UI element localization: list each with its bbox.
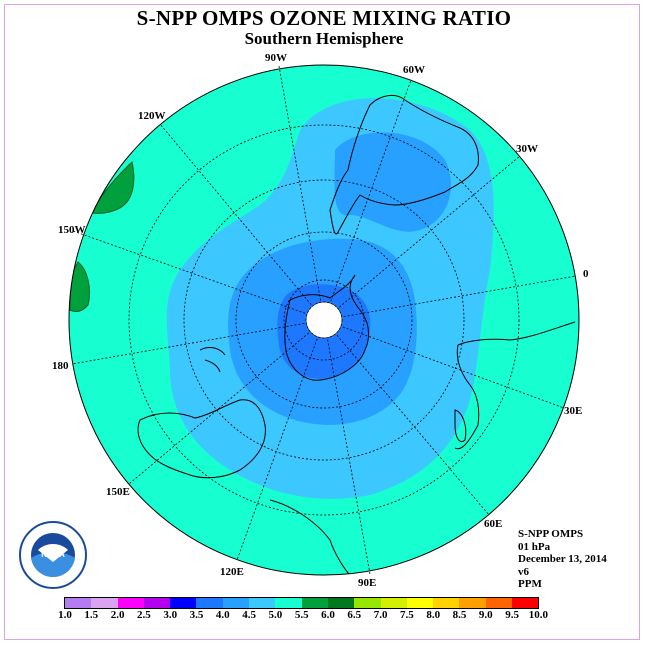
date-label: December 13, 2014 bbox=[518, 553, 607, 565]
lon-label-90e: 90E bbox=[358, 577, 377, 589]
lon-label-120e: 120E bbox=[220, 566, 244, 578]
colorbar-tick-label: 4.5 bbox=[242, 609, 256, 621]
colorbar-tick-label: 4.0 bbox=[215, 609, 230, 621]
colorbar-segment bbox=[406, 598, 434, 608]
colorbar-tick-label: 9.5 bbox=[505, 609, 519, 621]
colorbar-tick-label: 6.5 bbox=[347, 609, 362, 621]
lon-label-180: 180 bbox=[52, 360, 69, 372]
colorbar-segment bbox=[301, 598, 328, 608]
colorbar-segment bbox=[196, 598, 223, 608]
pole-hole bbox=[305, 301, 343, 339]
lon-label-150w: 150W bbox=[58, 224, 86, 236]
lon-label-30w: 30W bbox=[516, 143, 538, 155]
colorbar-tick-label: 3.0 bbox=[163, 609, 178, 621]
lon-label-0: 0 bbox=[583, 268, 589, 280]
colorbar-tick-label: 9.0 bbox=[478, 609, 493, 621]
colorbar-segment bbox=[354, 598, 381, 608]
colorbar-tick-label: 3.5 bbox=[189, 609, 204, 621]
colorbar-tick-label: 1.5 bbox=[84, 609, 99, 621]
australia-coast bbox=[137, 399, 266, 479]
colorbar-segment bbox=[459, 598, 486, 608]
contour-5-5-blob-upper bbox=[91, 161, 135, 214]
lon-label-30e: 30E bbox=[564, 405, 583, 417]
noaa-logo-text: NOAA bbox=[41, 550, 65, 559]
instrument-label: S-NPP OMPS bbox=[518, 528, 584, 540]
lon-label-60w: 60W bbox=[403, 64, 425, 76]
colorbar-tick-label: 10.0 bbox=[528, 609, 549, 621]
lon-label-90w: 90W bbox=[265, 52, 287, 64]
version-label: v6 bbox=[518, 565, 529, 578]
colorbar-segment bbox=[275, 598, 302, 608]
colorbar-segment bbox=[170, 598, 197, 608]
colorbar-tick-label: 5.5 bbox=[294, 609, 309, 621]
colorbar-segment bbox=[143, 598, 171, 608]
map-subtitle: Southern Hemisphere bbox=[244, 29, 404, 48]
colorbar-segment bbox=[222, 598, 250, 608]
colorbar-segment bbox=[327, 598, 355, 608]
new-zealand-coast bbox=[199, 347, 226, 373]
colorbar-tick-label: 2.0 bbox=[110, 609, 125, 621]
colorbar-tick-label: 1.0 bbox=[58, 609, 72, 621]
colorbar-tick-label: 8.5 bbox=[452, 609, 467, 621]
colorbar-segment bbox=[380, 598, 407, 608]
colorbar-segment bbox=[91, 598, 118, 608]
lon-label-120w: 120W bbox=[138, 110, 166, 122]
colorbar-tick-label: 7.0 bbox=[373, 609, 388, 621]
pole-circle bbox=[305, 301, 343, 339]
contour-4-0-region bbox=[334, 132, 452, 232]
graticule bbox=[71, 65, 577, 575]
map-title: S-NPP OMPS OZONE MIXING RATIO bbox=[136, 6, 512, 30]
page-frame bbox=[4, 4, 640, 640]
south-america-coast bbox=[329, 94, 479, 235]
map-border bbox=[68, 64, 580, 576]
level-label: 01 hPa bbox=[518, 540, 551, 553]
colorbar-segment bbox=[485, 598, 513, 608]
colorbar-tick-label: 2.5 bbox=[137, 609, 151, 621]
colorbar-tick-label: 7.5 bbox=[400, 609, 414, 621]
colorbar-segment bbox=[249, 598, 276, 608]
colorbar-segment bbox=[433, 598, 460, 608]
colorbar-tick-label: 8.0 bbox=[426, 609, 441, 621]
colorbar-tick-label: 6.0 bbox=[321, 609, 335, 621]
indonesia-coast bbox=[269, 499, 351, 575]
africa-coast bbox=[454, 321, 576, 450]
lon-label-150e: 150E bbox=[106, 486, 130, 498]
madagascar-coast bbox=[454, 409, 467, 443]
lon-label-60e: 60E bbox=[484, 518, 503, 530]
coastlines bbox=[137, 94, 576, 575]
noaa-logo: NOAA bbox=[19, 521, 87, 589]
colorbar-segment bbox=[512, 598, 539, 608]
colorbar-segment bbox=[117, 598, 144, 608]
product-info: S-NPP OMPS 01 hPa December 13, 2014 v6 P… bbox=[518, 528, 607, 591]
colorbar-tick-label: 5.0 bbox=[268, 609, 283, 621]
colorbar bbox=[64, 597, 540, 609]
units-label: PPM bbox=[518, 578, 542, 590]
colorbar-segment bbox=[65, 598, 92, 608]
